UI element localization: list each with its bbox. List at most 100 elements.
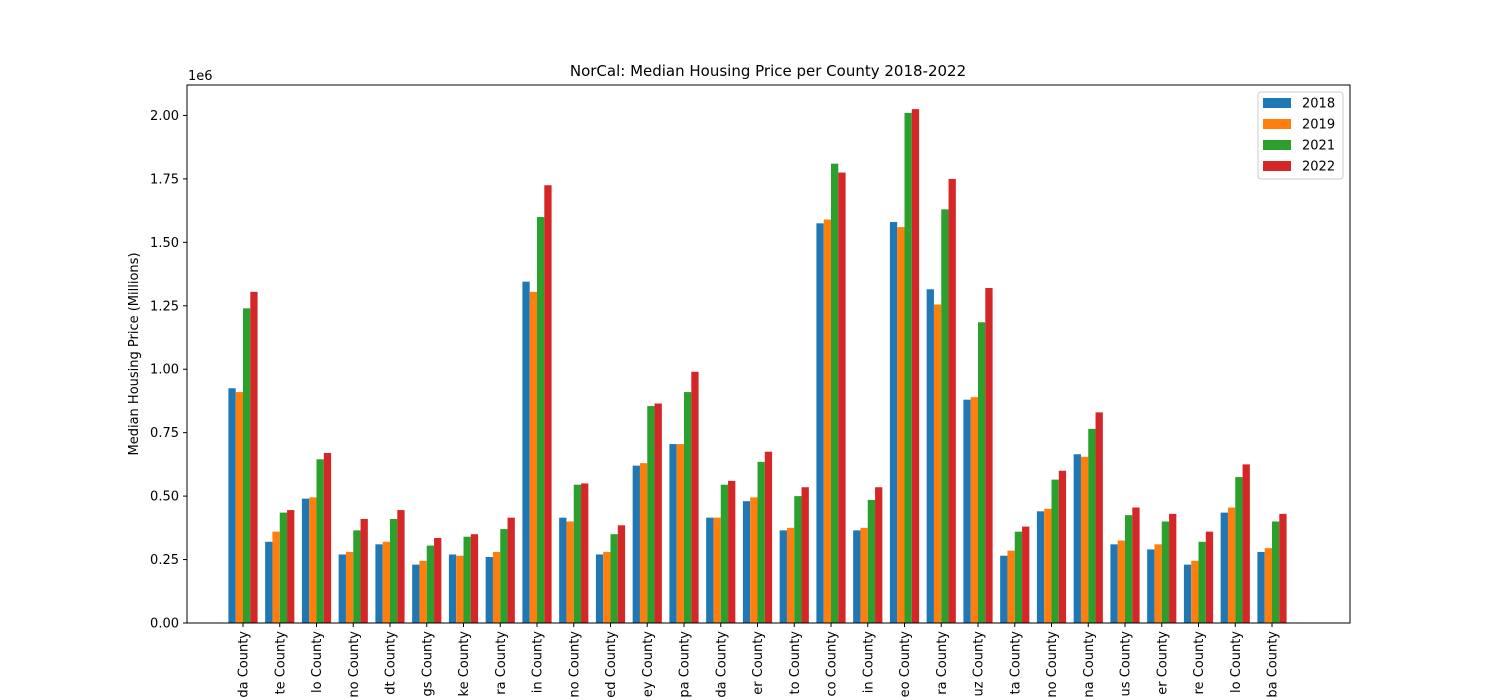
bar-2022-23 <box>1095 412 1103 623</box>
bar-2018-14 <box>742 501 751 623</box>
x-tick-label: dt County <box>384 631 399 695</box>
bar-2022-26 <box>1205 531 1214 623</box>
bar-2018-8 <box>522 281 530 623</box>
bar-2022-3 <box>360 518 368 623</box>
bar-2022-1 <box>287 510 295 623</box>
bar-2022-14 <box>764 451 773 623</box>
bar-2021-24 <box>1125 515 1133 623</box>
bar-2021-0 <box>243 308 251 623</box>
bar-2021-8 <box>537 216 545 623</box>
bar-2022-16 <box>838 172 846 624</box>
bar-2018-18 <box>889 222 898 624</box>
bar-2021-13 <box>720 484 729 623</box>
bar-2018-28 <box>1257 551 1265 623</box>
bar-2019-13 <box>713 517 721 623</box>
bar-2022-0 <box>250 291 258 623</box>
bar-2021-11 <box>647 406 655 623</box>
bar-2018-3 <box>338 554 346 623</box>
plot-frame <box>186 84 1351 624</box>
y-axis-ticks: 0.00 0.25 0.50 0.75 1.00 1.25 1.50 1.75 2.00 <box>150 109 187 632</box>
bar-2022-2 <box>323 452 332 623</box>
bar-2021-7 <box>500 529 508 623</box>
bar-2021-26 <box>1198 541 1206 623</box>
x-tick-label: ra County <box>935 631 950 695</box>
legend-swatch-2022 <box>1263 161 1291 171</box>
y-tick-label: 1.00 <box>150 363 179 378</box>
bar-2022-10 <box>617 525 626 623</box>
legend-label-2018: 2018 <box>1302 97 1335 112</box>
bar-2018-5 <box>412 564 420 623</box>
x-tick-label: in County <box>531 631 546 694</box>
bar-2018-11 <box>632 465 640 623</box>
x-tick-label: in County <box>861 631 876 694</box>
bar-2022-21 <box>1022 526 1030 623</box>
bar-2018-13 <box>706 517 714 623</box>
bar-2021-22 <box>1051 479 1059 623</box>
x-tick-label: ra County <box>494 631 509 695</box>
legend-label-2022: 2022 <box>1302 160 1335 175</box>
bar-2022-5 <box>434 537 442 623</box>
bar-2019-26 <box>1191 560 1199 623</box>
bar-2018-16 <box>816 223 824 623</box>
x-tick-label: us County <box>1119 631 1134 697</box>
legend-label-2021: 2021 <box>1302 139 1335 154</box>
bar-2019-14 <box>750 497 758 623</box>
bar-2019-0 <box>235 392 243 623</box>
x-tick-label: eo County <box>898 631 913 698</box>
bar-2022-19 <box>948 178 956 623</box>
bar-2021-16 <box>831 163 839 624</box>
bar-2021-28 <box>1272 521 1280 623</box>
bar-2019-3 <box>345 551 354 623</box>
bar-2021-6 <box>463 536 471 623</box>
bar-2019-24 <box>1117 540 1125 623</box>
bar-2019-11 <box>639 463 648 623</box>
bar-2019-8 <box>529 291 537 623</box>
bar-2018-7 <box>485 557 493 623</box>
y-tick-label: 1.25 <box>150 299 179 314</box>
bar-2022-18 <box>911 109 920 624</box>
x-tick-label: ey County <box>641 631 656 697</box>
bar-2021-4 <box>390 518 398 623</box>
x-tick-label: te County <box>273 631 288 695</box>
bar-2022-4 <box>397 510 405 623</box>
bar-2022-6 <box>470 534 479 623</box>
bar-2022-17 <box>875 487 883 623</box>
bar-2018-4 <box>375 544 383 623</box>
bar-2022-11 <box>654 403 662 623</box>
bar-2022-8 <box>544 185 552 624</box>
y-tick-label: 0.00 <box>150 617 179 632</box>
bar-2018-9 <box>559 517 567 623</box>
bar-2019-7 <box>492 551 501 623</box>
bar-2021-9 <box>573 484 582 623</box>
bar-2022-13 <box>728 480 736 623</box>
bar-2021-27 <box>1235 477 1243 623</box>
bar-2018-26 <box>1183 564 1192 623</box>
x-tick-label: er County <box>751 631 766 695</box>
bar-2019-4 <box>382 541 390 623</box>
bar-2019-16 <box>823 219 831 623</box>
bar-2019-10 <box>603 551 611 623</box>
bar-2018-17 <box>853 530 861 623</box>
legend-swatch-2018 <box>1263 98 1291 108</box>
bar-2021-1 <box>279 512 288 623</box>
bar-2022-27 <box>1242 464 1250 623</box>
x-tick-label: lo County <box>1229 631 1244 693</box>
x-tick-label: lo County <box>310 631 325 693</box>
y-axis-offset-label: 1e6 <box>188 69 213 84</box>
bar-2021-3 <box>353 530 361 623</box>
x-tick-label: to County <box>788 631 803 695</box>
bar-2018-19 <box>926 289 934 623</box>
bar-2022-7 <box>507 517 515 623</box>
x-tick-label: ba County <box>1266 631 1281 698</box>
bar-2018-6 <box>448 554 457 623</box>
bar-2021-20 <box>978 322 986 623</box>
x-tick-label: gs County <box>420 631 435 697</box>
bar-2018-2 <box>301 498 310 623</box>
bar-2021-25 <box>1161 521 1170 623</box>
x-tick-label: no County <box>567 631 582 698</box>
bar-2021-12 <box>684 392 692 623</box>
bar-2021-23 <box>1088 428 1096 623</box>
x-tick-label: da County <box>714 631 729 698</box>
bar-2019-21 <box>1007 550 1015 623</box>
x-tick-label: er County <box>1155 631 1170 695</box>
